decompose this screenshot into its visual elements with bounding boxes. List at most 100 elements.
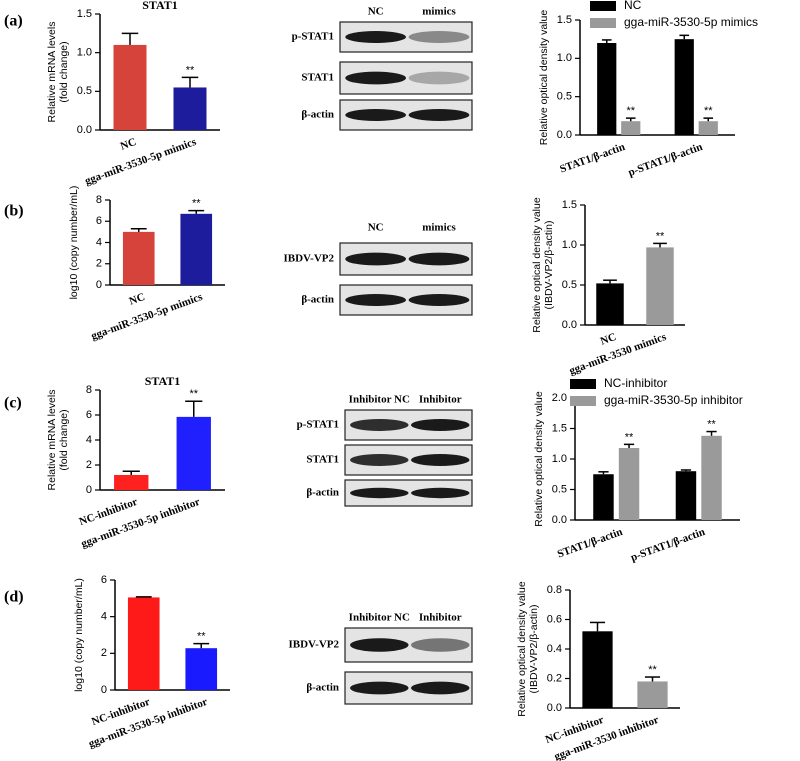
y-tick-label: 4: [101, 611, 107, 623]
y-axis-label: Relative optical density value: [533, 391, 545, 527]
blot-band: [408, 31, 470, 43]
blot-band: [411, 487, 470, 499]
bar: [618, 448, 640, 520]
y-tick-label: 6: [101, 574, 107, 586]
y-tick-label: 8: [86, 384, 92, 396]
blot-column-label: NC: [368, 6, 384, 18]
bar: [596, 283, 624, 325]
y-tick-label: 6: [86, 409, 92, 421]
blot-row-label: β-actin: [301, 294, 334, 306]
bar: [113, 44, 147, 130]
blot-band: [345, 109, 407, 121]
y-axis-label: log10 (copy number/mL): [73, 578, 85, 692]
blot-row-label: IBDV-VP2: [288, 639, 339, 651]
bar: [593, 474, 614, 520]
blot-row-label: STAT1: [301, 72, 334, 84]
blot-column-label: Inhibitor: [419, 394, 462, 406]
y-tick-label: 0.0: [557, 129, 572, 141]
y-axis-label: (IBDV-VP2/β-actin): [528, 605, 540, 694]
y-axis-label: Relative mRNA levels: [46, 390, 58, 491]
blot-band: [350, 454, 409, 466]
blot-column-label: Inhibitor NC: [349, 612, 410, 624]
blot-row-label: β-actin: [306, 682, 339, 694]
blot-band: [408, 109, 470, 121]
y-tick-label: 0.5: [77, 85, 92, 97]
legend-label: gga-miR-3530-5p mimics: [624, 15, 758, 29]
y-tick-label: 6: [96, 215, 102, 227]
legend-label: NC-inhibitor: [604, 376, 667, 390]
x-tick-label: gga-miR-3530-5p inhibitor: [80, 496, 202, 550]
bar: [185, 648, 218, 690]
blot-band: [411, 454, 470, 466]
bar: [173, 87, 207, 130]
y-tick-label: 1.5: [77, 8, 92, 20]
bar: [698, 121, 718, 135]
significance: **: [625, 431, 634, 443]
chart-title: STAT1: [145, 374, 181, 388]
blot-band: [408, 252, 470, 266]
significance: **: [704, 105, 713, 117]
panel-label: (a): [4, 13, 23, 30]
x-tick-label: NC: [599, 331, 618, 348]
y-tick-label: 2: [86, 459, 92, 471]
chart-title: STAT1: [142, 0, 178, 12]
y-tick-label: 1.5: [562, 199, 577, 211]
legend-swatch: [590, 1, 616, 11]
blot-row-label: p-STAT1: [292, 31, 334, 43]
blot-band: [411, 419, 470, 431]
bar: [675, 471, 697, 520]
significance: **: [656, 230, 665, 242]
x-tick-label: NC: [119, 136, 138, 153]
blot-column-label: mimics: [422, 6, 456, 18]
y-tick-label: 8: [96, 194, 102, 206]
y-tick-label: 0.4: [547, 643, 562, 655]
blot-band: [350, 681, 409, 695]
y-tick-label: 1.5: [557, 14, 572, 26]
y-tick-label: 0.6: [547, 613, 562, 625]
legend-swatch: [570, 379, 596, 389]
y-tick-label: 2.0: [552, 392, 567, 404]
bar: [122, 231, 155, 285]
significance: **: [648, 664, 657, 676]
y-tick-label: 1.0: [557, 52, 572, 64]
y-axis-label: Relative optical density value: [531, 197, 543, 333]
y-tick-label: 0.0: [547, 702, 562, 714]
blot-band: [345, 294, 407, 306]
legend-swatch: [570, 396, 596, 406]
blot-row-label: β-actin: [301, 109, 334, 121]
blot-row-label: p-STAT1: [297, 419, 339, 431]
blot-column-label: mimics: [422, 222, 456, 234]
significance: **: [707, 418, 716, 430]
y-axis-label: log10 (copy number/mL): [68, 186, 80, 300]
significance: **: [626, 105, 635, 117]
legend-label: gga-miR-3530-5p inhibitor: [604, 393, 743, 407]
x-tick-label: p-STAT1/β-actin: [627, 141, 705, 179]
blot-band: [350, 419, 409, 431]
y-axis-label: (fold change): [58, 409, 70, 470]
x-tick-label: STAT1/β-actin: [558, 141, 626, 176]
y-tick-label: 0.5: [557, 91, 572, 103]
x-tick-label: p-STAT1/β-actin: [629, 526, 707, 564]
y-tick-label: 0.8: [547, 584, 562, 596]
significance: **: [197, 631, 206, 643]
bar: [180, 213, 213, 285]
y-axis-label: Relative mRNA levels: [46, 22, 58, 123]
bar: [582, 631, 613, 708]
y-tick-label: 1.0: [552, 453, 567, 465]
legend-swatch: [590, 18, 616, 28]
blot-column-label: Inhibitor: [419, 612, 462, 624]
legend-label: NC: [624, 0, 642, 12]
y-tick-label: 1.0: [77, 47, 92, 59]
significance: **: [189, 388, 198, 400]
blot-row-label: β-actin: [306, 487, 339, 499]
bar: [597, 43, 617, 135]
x-tick-label: NC: [128, 291, 147, 308]
blot-band: [345, 71, 407, 85]
y-tick-label: 4: [86, 434, 92, 446]
y-tick-label: 1.0: [562, 239, 577, 251]
y-tick-label: 0.0: [562, 319, 577, 331]
x-tick-label: gga-miR-3530 mimics: [568, 331, 669, 378]
y-tick-label: 0.5: [562, 279, 577, 291]
blot-column-label: Inhibitor NC: [349, 394, 410, 406]
